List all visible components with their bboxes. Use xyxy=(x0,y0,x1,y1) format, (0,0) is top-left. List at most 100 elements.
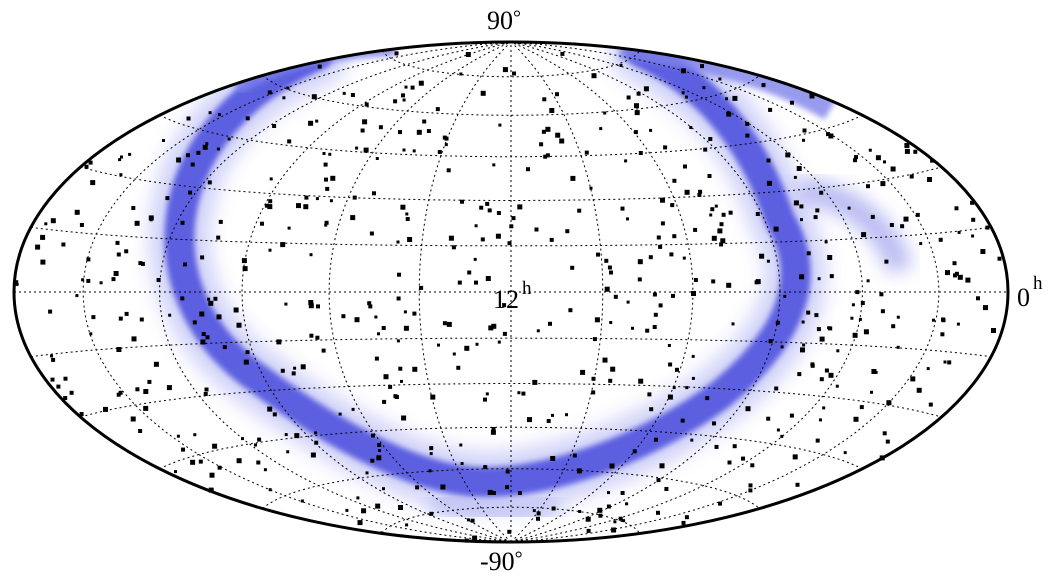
source-point xyxy=(128,152,132,156)
source-point xyxy=(294,433,300,439)
source-point xyxy=(86,278,91,283)
source-point xyxy=(626,95,631,100)
source-point xyxy=(330,175,336,181)
source-point xyxy=(976,296,980,301)
source-point xyxy=(755,212,760,216)
source-point xyxy=(813,215,818,220)
graticule-meridian xyxy=(82,42,512,542)
source-point xyxy=(720,238,726,244)
source-point xyxy=(393,394,398,399)
graticule-parallel xyxy=(30,337,992,358)
source-point xyxy=(207,180,212,185)
source-point xyxy=(783,294,787,298)
source-point xyxy=(719,222,724,227)
source-point xyxy=(309,253,313,257)
source-point xyxy=(267,204,273,210)
source-point xyxy=(116,252,121,257)
source-point xyxy=(208,111,212,115)
source-point xyxy=(559,138,565,144)
source-point xyxy=(932,318,935,322)
source-point xyxy=(956,322,960,326)
source-point xyxy=(465,52,471,57)
source-point xyxy=(591,73,597,79)
source-point xyxy=(891,324,896,329)
source-point xyxy=(396,240,400,244)
source-point xyxy=(362,119,368,125)
source-point xyxy=(957,230,961,234)
source-point xyxy=(401,93,405,98)
source-point xyxy=(381,326,386,330)
source-point xyxy=(546,419,551,423)
source-point xyxy=(653,437,658,442)
source-point xyxy=(79,412,84,416)
source-point xyxy=(311,94,317,100)
source-point xyxy=(365,471,369,475)
source-point xyxy=(315,119,319,123)
source-point xyxy=(118,158,122,162)
source-point xyxy=(400,204,406,210)
source-point xyxy=(691,291,696,296)
source-point xyxy=(190,459,196,465)
source-point xyxy=(705,396,710,401)
source-point xyxy=(693,227,698,232)
source-point xyxy=(668,362,673,367)
source-point xyxy=(570,265,575,270)
source-point xyxy=(342,91,346,95)
source-point xyxy=(971,217,976,222)
source-point xyxy=(502,331,507,336)
source-point xyxy=(871,369,877,374)
source-point xyxy=(89,332,93,336)
source-point xyxy=(755,279,761,285)
source-point xyxy=(900,224,905,229)
source-point xyxy=(329,199,333,203)
source-point xyxy=(828,326,833,331)
source-point xyxy=(487,489,493,495)
source-point xyxy=(287,226,291,230)
source-point xyxy=(685,386,689,390)
source-point xyxy=(303,204,309,210)
source-point xyxy=(835,384,839,388)
source-point xyxy=(903,216,909,222)
source-point xyxy=(700,64,704,69)
source-point xyxy=(180,296,185,301)
source-point xyxy=(874,370,878,374)
source-point xyxy=(213,296,218,301)
source-point xyxy=(603,111,607,115)
source-point xyxy=(675,367,679,372)
source-point xyxy=(854,155,858,160)
source-point xyxy=(795,482,800,487)
source-point xyxy=(806,310,811,315)
source-point xyxy=(236,458,242,464)
source-point xyxy=(378,125,383,130)
source-point xyxy=(119,173,123,177)
source-point xyxy=(176,434,180,438)
source-point xyxy=(86,257,91,262)
source-point xyxy=(209,472,215,478)
source-point xyxy=(48,309,53,314)
source-point xyxy=(684,189,690,195)
source-point xyxy=(405,212,409,216)
source-point xyxy=(732,95,738,101)
source-point xyxy=(272,124,277,128)
source-point xyxy=(602,357,608,363)
source-point xyxy=(954,206,959,211)
source-point xyxy=(457,280,462,285)
source-point xyxy=(776,428,780,432)
source-point xyxy=(412,311,417,316)
source-point xyxy=(143,389,149,394)
source-point xyxy=(732,444,737,449)
source-point xyxy=(896,315,900,319)
source-point xyxy=(81,278,85,282)
source-point xyxy=(242,266,248,272)
source-point xyxy=(985,225,990,230)
source-point xyxy=(697,192,702,197)
source-point xyxy=(768,339,773,344)
source-point xyxy=(138,429,143,433)
source-point xyxy=(714,444,719,449)
source-point xyxy=(708,137,713,141)
source-point xyxy=(91,315,96,320)
source-point xyxy=(372,191,376,196)
source-point xyxy=(543,154,548,159)
source-point xyxy=(799,274,805,280)
source-point xyxy=(681,91,685,95)
